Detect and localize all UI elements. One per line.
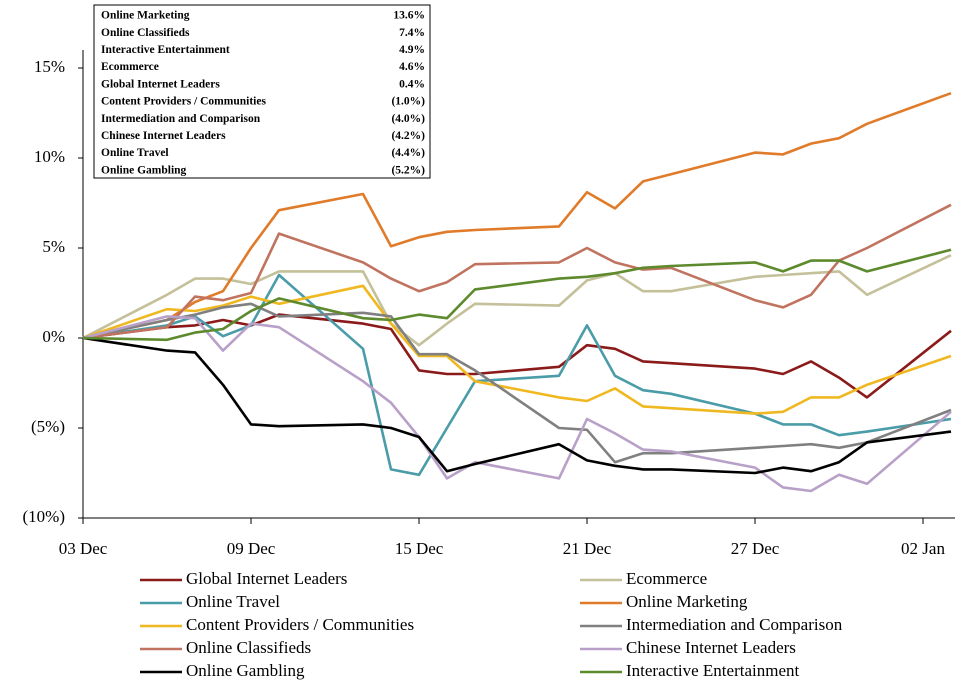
x-tick-label: 03 Dec: [59, 539, 108, 558]
summary-name: Online Marketing: [101, 10, 190, 22]
legend-label: Online Marketing: [626, 592, 748, 611]
x-tick-label: 09 Dec: [227, 539, 276, 558]
summary-name: Intermediation and Comparison: [101, 113, 261, 125]
summary-value: (1.0%): [391, 96, 425, 108]
summary-value: 4.6%: [399, 61, 425, 73]
series-line: [82, 315, 952, 493]
series-line: [82, 91, 952, 340]
summary-value: (4.2%): [391, 130, 425, 142]
series-line: [82, 254, 952, 347]
summary-value: (4.4%): [391, 147, 425, 159]
summary-value: 13.6%: [393, 10, 425, 22]
summary-name: Content Providers / Communities: [101, 96, 266, 108]
summary-name: Ecommerce: [101, 61, 159, 73]
y-tick-label: (5%): [31, 417, 65, 436]
summary-value: 4.9%: [399, 44, 425, 56]
summary-value: 7.4%: [399, 27, 425, 39]
legend-label: Global Internet Leaders: [186, 569, 347, 588]
summary-value: 0.4%: [399, 78, 425, 90]
y-tick-label: 5%: [42, 237, 65, 256]
series-line: [82, 273, 952, 477]
summary-value: (4.0%): [391, 113, 425, 125]
series-line: [82, 203, 952, 340]
summary-value: (5.2%): [391, 164, 425, 176]
series-line: [82, 284, 952, 415]
summary-box: [93, 4, 431, 179]
y-tick-label: 0%: [42, 327, 65, 346]
legend-label: Online Gambling: [186, 661, 305, 680]
legend-label: Online Travel: [186, 592, 280, 611]
x-tick-label: 21 Dec: [563, 539, 612, 558]
summary-name: Online Classifieds: [101, 27, 190, 39]
y-tick-label: (10%): [23, 507, 65, 526]
series-line: [82, 336, 952, 475]
x-tick-label: 02 Jan: [901, 539, 945, 558]
legend-label: Content Providers / Communities: [186, 615, 414, 634]
legend-label: Online Classifieds: [186, 638, 311, 657]
x-tick-label: 15 Dec: [395, 539, 444, 558]
summary-name: Global Internet Leaders: [101, 78, 220, 90]
series-line: [82, 302, 952, 464]
y-tick-label: 10%: [34, 147, 65, 166]
legend-label: Chinese Internet Leaders: [626, 638, 796, 657]
summary-name: Online Gambling: [101, 164, 187, 176]
legend-label: Interactive Entertainment: [626, 661, 799, 680]
legend-label: Ecommerce: [626, 569, 707, 588]
summary-name: Online Travel: [101, 147, 169, 159]
summary-name: Chinese Internet Leaders: [101, 130, 226, 142]
series-line: [82, 248, 952, 342]
x-tick-label: 27 Dec: [731, 539, 780, 558]
legend-label: Intermediation and Comparison: [626, 615, 843, 634]
y-tick-label: 15%: [34, 57, 65, 76]
summary-name: Interactive Entertainment: [101, 44, 230, 56]
series-line: [82, 313, 952, 399]
